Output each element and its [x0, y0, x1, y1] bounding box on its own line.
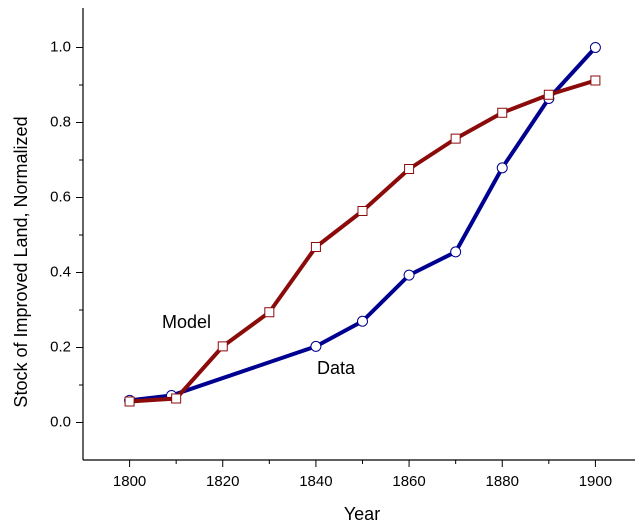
- x-tick-label: 1860: [392, 473, 425, 490]
- y-tick-label: 0.4: [50, 263, 71, 280]
- series-label: Data: [317, 358, 356, 378]
- x-tick-label: 1820: [206, 473, 239, 490]
- x-tick-label: 1800: [113, 473, 146, 490]
- data-point: [403, 269, 415, 281]
- data-point: [310, 242, 321, 252]
- data-point: [357, 206, 368, 216]
- data-point: [450, 246, 462, 258]
- y-tick-label: 0.6: [50, 188, 71, 205]
- data-point: [497, 107, 508, 118]
- data-point: [496, 162, 508, 174]
- series-line: [129, 78, 596, 404]
- data-point: [590, 75, 601, 86]
- data-point: [356, 315, 368, 327]
- data-point: [589, 42, 601, 53]
- y-tick-label: 1.0: [50, 38, 71, 55]
- x-tick-label: 1880: [486, 473, 519, 490]
- series-label: Model: [162, 312, 211, 332]
- data-point: [310, 340, 322, 352]
- data-point: [217, 341, 228, 352]
- data-point: [171, 393, 182, 404]
- data-point: [543, 89, 554, 100]
- y-axis-label: Stock of Improved Land, Normalized: [11, 116, 31, 407]
- data-point: [404, 164, 415, 174]
- y-tick-label: 0.0: [50, 413, 71, 430]
- series-line: [129, 46, 597, 403]
- y-tick-label: 0.2: [50, 338, 71, 355]
- x-tick-label: 1900: [579, 473, 612, 490]
- data-point: [124, 396, 135, 407]
- data-point: [264, 307, 275, 318]
- x-tick-label: 1840: [299, 473, 332, 490]
- x-axis-label: Year: [344, 504, 380, 524]
- data-point: [450, 133, 461, 144]
- y-tick-label: 0.8: [50, 113, 71, 130]
